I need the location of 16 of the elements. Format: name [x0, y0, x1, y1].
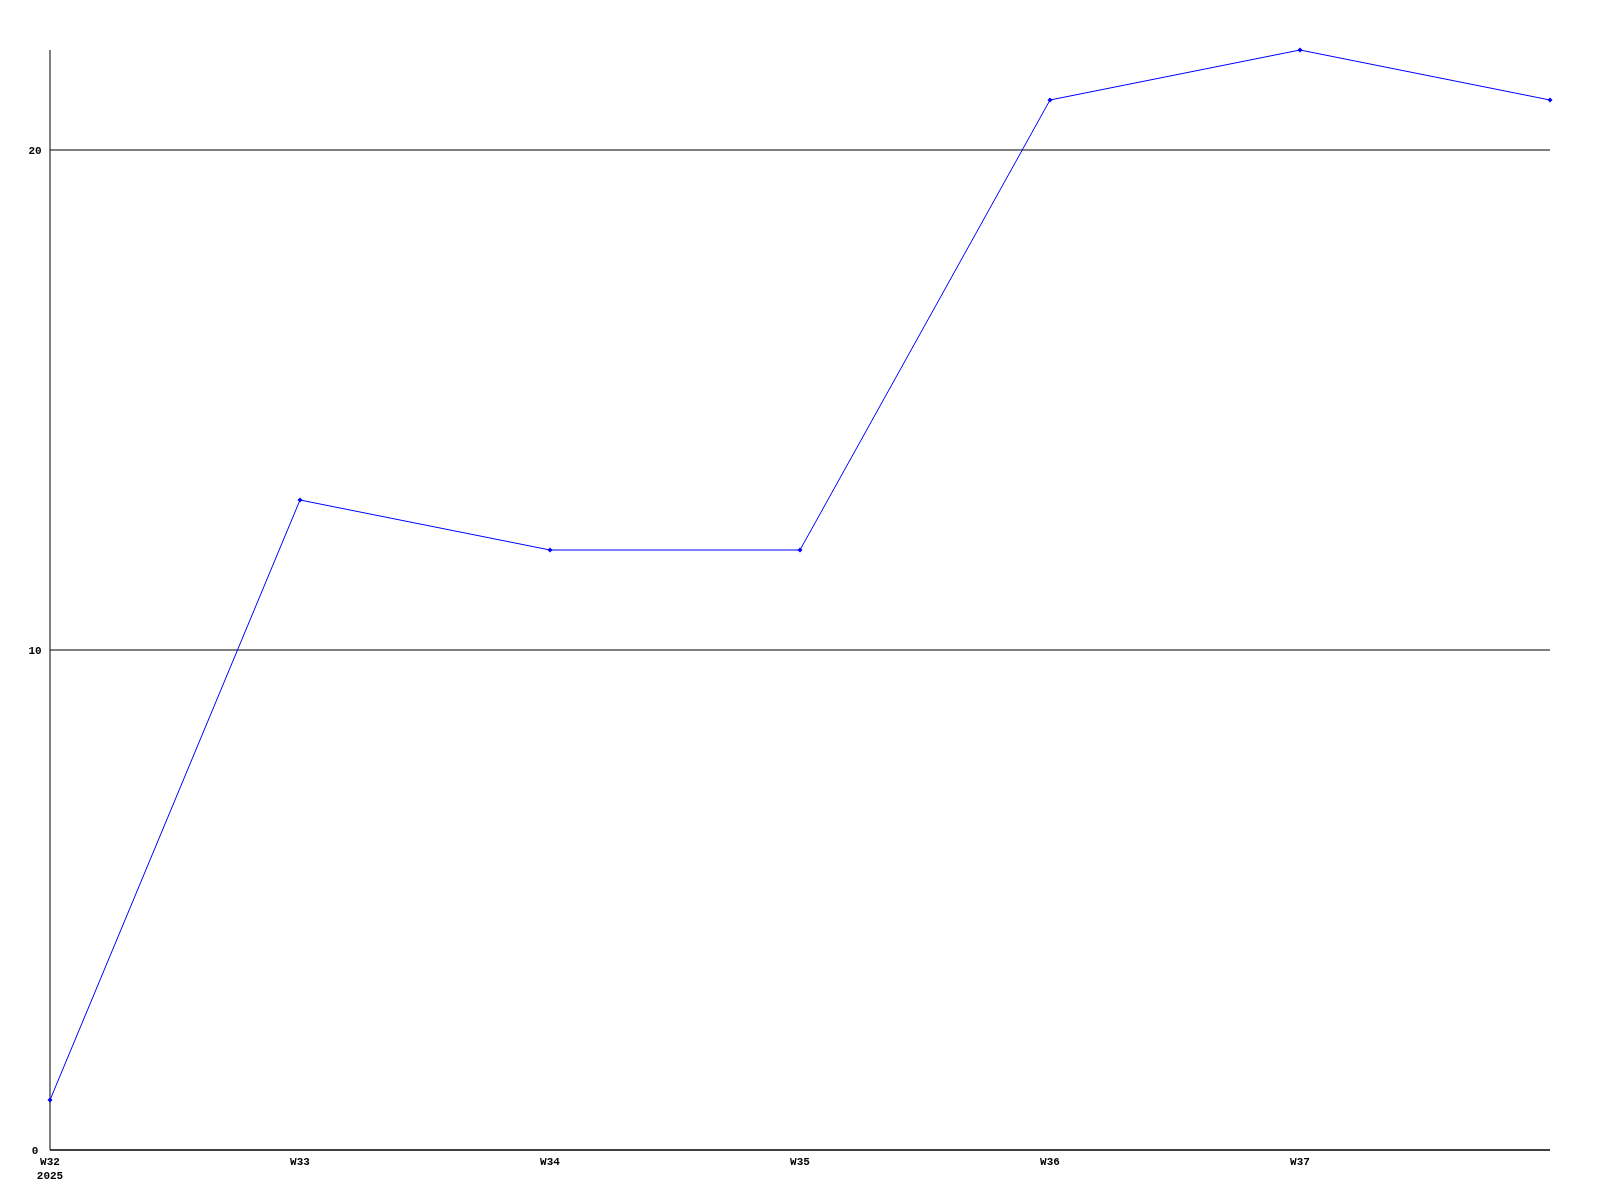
point — [1547, 97, 1553, 103]
x-tick-label: W33 — [290, 1156, 311, 1168]
x-tick-label: W32 2025 — [36, 1156, 64, 1182]
y-tick-label: 0 — [31, 1145, 39, 1157]
point — [297, 497, 303, 503]
point — [1047, 97, 1053, 103]
x-tick-label: W35 — [790, 1156, 811, 1168]
point — [547, 547, 553, 553]
x-tick-label: W36 — [1040, 1156, 1060, 1168]
y-tick-label: 10 — [28, 645, 42, 657]
point — [797, 547, 803, 553]
x-tick-label: W37 — [1290, 1156, 1310, 1168]
y-tick-label: 20 — [28, 145, 42, 157]
point — [1297, 47, 1303, 53]
point — [47, 1097, 53, 1103]
x-tick-label: W34 — [540, 1156, 561, 1168]
